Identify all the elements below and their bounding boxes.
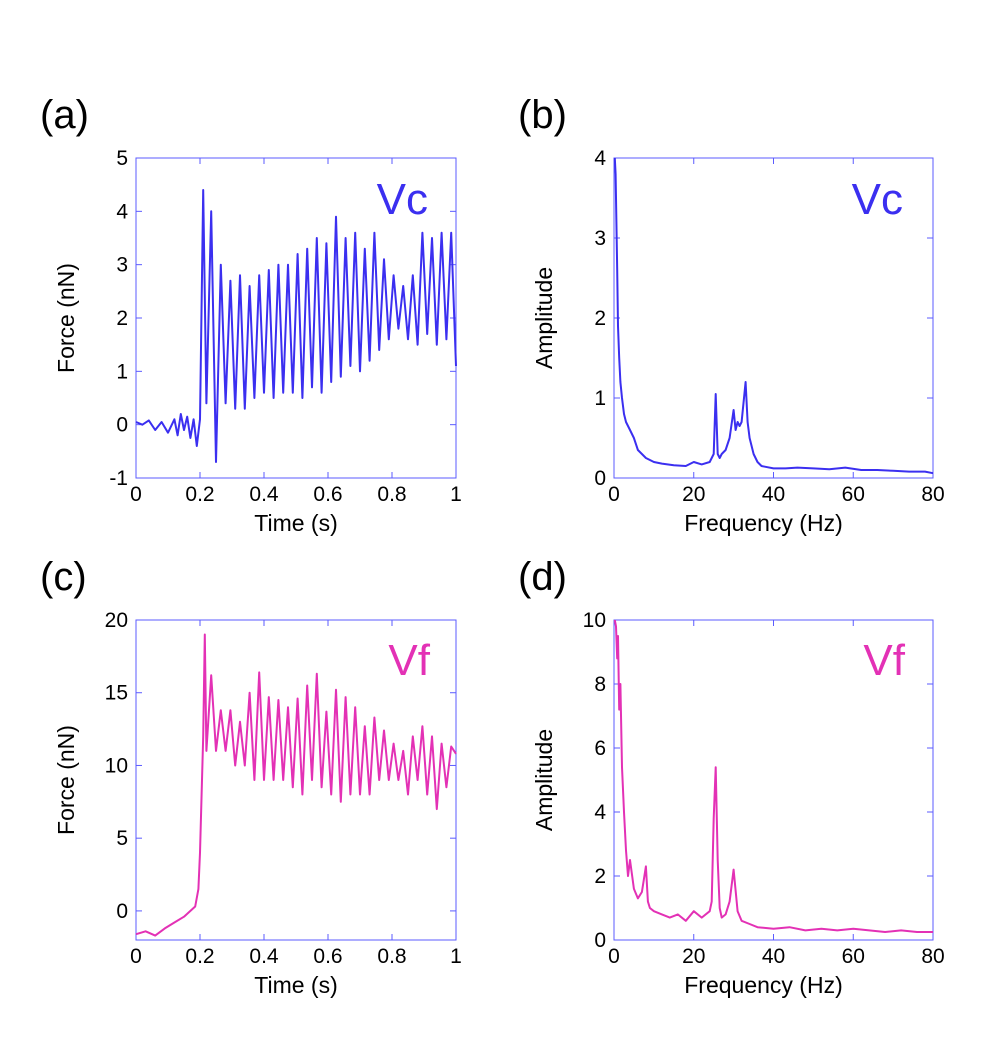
panel-label: (d) [518,555,567,599]
x-tick-label: 60 [842,945,865,968]
series-line [135,189,457,463]
x-tick-label: 0 [130,945,142,968]
panel-label: (c) [40,555,87,599]
y-axis-label: Force (nN) [53,263,79,373]
y-axis-label: Force (nN) [53,725,79,835]
x-tick-label: 0.4 [249,945,279,968]
y-tick-label: 4 [594,801,606,824]
series-tag: Vf [388,636,430,685]
y-tick-label: 1 [116,360,128,383]
panel-label: (a) [40,93,89,137]
y-tick-label: 2 [594,307,606,330]
chart-panel-b: (b) 0 20 40 60 80 0 1 2 3 4 Frequency (Hz) Amplitude… [518,93,945,536]
y-tick-label: 0 [116,414,128,437]
y-tick-label: 6 [594,737,606,760]
x-tick-label: 1 [450,483,462,506]
x-tick-label: 0.8 [377,945,406,968]
x-axis-label: Frequency (Hz) [684,972,842,998]
chart-panel-d: (d) 0 20 40 60 80 0 2 4 6 8 10 Frequency (Hz) Amplitu… [518,555,945,998]
y-tick-label: 0 [116,900,128,923]
plot-frame [135,619,457,941]
y-axis-label: Amplitude [531,729,557,831]
x-tick-label: 0 [608,945,620,968]
x-tick-label: 0.4 [249,483,279,506]
y-tick-label: 20 [105,609,128,632]
series-tag: Vf [863,636,905,685]
y-tick-label: 2 [116,307,128,330]
series-line [613,619,933,933]
x-axis-label: Time (s) [254,510,337,536]
series-line [135,633,457,937]
x-axis-label: Time (s) [254,972,337,998]
x-tick-label: 80 [921,945,944,968]
series-tag: Vc [852,175,903,224]
y-tick-label: 0 [594,467,606,490]
y-tick-label: 15 [105,682,128,705]
x-tick-label: 1 [450,945,462,968]
x-tick-label: 80 [921,483,944,506]
y-tick-label: 3 [594,227,606,250]
y-tick-label: 10 [583,609,606,632]
y-tick-label: 8 [594,673,606,696]
y-tick-label: 4 [116,200,128,223]
y-tick-label: 3 [116,254,128,277]
panel-label: (b) [518,93,567,137]
y-tick-label: 5 [116,827,128,850]
y-tick-label: 0 [594,929,606,952]
y-tick-label: 1 [594,387,606,410]
y-tick-label: 4 [594,147,606,170]
x-tick-label: 0.6 [313,945,342,968]
x-tick-label: 60 [842,483,865,506]
x-tick-label: 0.8 [377,483,406,506]
x-tick-label: 0 [130,483,142,506]
x-tick-label: 0 [608,483,620,506]
x-tick-label: 0.2 [185,945,214,968]
x-tick-label: 0.2 [185,483,214,506]
x-tick-label: 20 [682,945,705,968]
y-tick-label: -1 [109,467,128,490]
x-tick-label: 20 [682,483,705,506]
series-line [613,157,934,475]
x-axis-label: Frequency (Hz) [684,510,842,536]
series-tag: Vc [377,175,428,224]
x-tick-label: 0.6 [313,483,342,506]
y-tick-label: 2 [594,865,606,888]
y-tick-label: 10 [105,754,128,777]
x-tick-label: 40 [762,945,785,968]
y-tick-label: 5 [116,147,128,170]
x-tick-label: 40 [762,483,785,506]
y-axis-label: Amplitude [531,267,557,369]
